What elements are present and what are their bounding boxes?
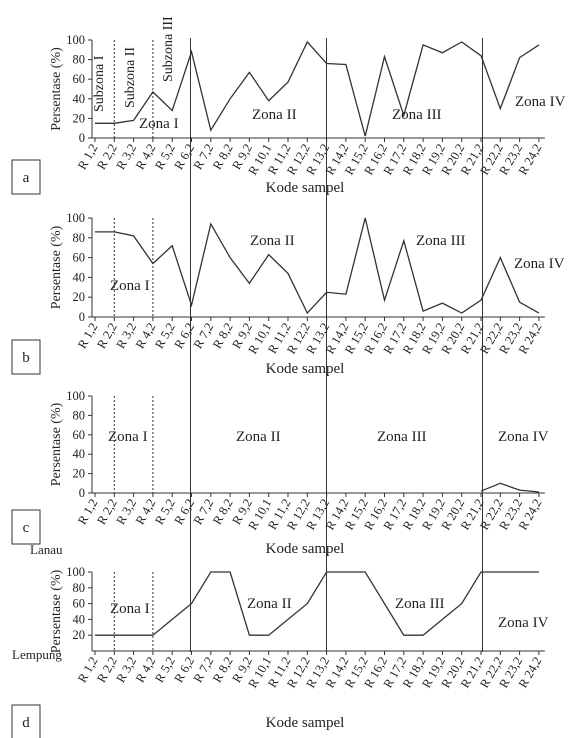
subzone-label: Subzona III	[161, 16, 176, 82]
y-tick-label: 60	[73, 72, 86, 86]
y-tick-label: 40	[73, 612, 86, 626]
series-line	[95, 571, 539, 636]
zone-label: Zona II	[236, 429, 281, 445]
y-tick-label: 40	[73, 270, 86, 284]
y-tick-label: 0	[79, 310, 85, 324]
panel-label-box	[11, 704, 41, 738]
zone-label: Zona II	[252, 107, 297, 123]
y-tick-label: 0	[79, 486, 85, 500]
zone-label: Zona IV	[498, 615, 549, 631]
y-tick-label: 100	[66, 565, 85, 579]
zone-label: Zona III	[377, 429, 427, 445]
zone-label: Zona III	[392, 107, 442, 123]
zone-label: Zona II	[250, 233, 295, 249]
panel-label-box	[11, 509, 41, 545]
y-tick-label: 20	[73, 111, 86, 125]
y-tick-label: 0	[79, 131, 85, 145]
panel-label-box	[11, 159, 41, 195]
top-end-label: Lanau	[30, 542, 63, 557]
panel-label-box	[11, 339, 41, 375]
zone-label: Zona IV	[514, 256, 565, 272]
x-axis-title: Kode sampel	[266, 361, 345, 377]
y-axis-title: Persentase (%)	[49, 225, 64, 309]
y-tick-label: 100	[66, 211, 85, 225]
subzone-label: Subzona II	[123, 47, 138, 108]
y-tick-label: 40	[73, 92, 86, 106]
panel-label: b	[22, 350, 30, 366]
x-axis-title: Kode sampel	[266, 715, 345, 731]
y-tick-label: 80	[73, 231, 86, 245]
panel-label: a	[23, 170, 30, 186]
panel-label: d	[22, 715, 30, 731]
zone-label: Zona II	[247, 596, 292, 612]
y-tick-label: 20	[73, 290, 86, 304]
zone-label: Zona III	[416, 233, 466, 249]
zone-label: Zona I	[110, 601, 150, 617]
y-axis-title: Persentase (%)	[49, 47, 64, 131]
zone-label: Zona III	[395, 596, 445, 612]
zone-label: Zona IV	[498, 429, 549, 445]
y-tick-label: 100	[66, 33, 85, 47]
zone-label: Zona I	[139, 116, 179, 132]
zone-label: Zona I	[108, 429, 148, 445]
y-tick-label: 60	[73, 597, 86, 611]
y-tick-label: 80	[73, 581, 86, 595]
panel-label: c	[23, 520, 30, 536]
zone-label: Zona IV	[515, 94, 566, 110]
x-axis-title: Kode sampel	[266, 180, 345, 196]
x-axis-title: Kode sampel	[266, 541, 345, 557]
y-tick-label: 80	[73, 53, 86, 67]
subzone-label: Subzona I	[92, 55, 107, 112]
y-tick-label: 20	[73, 467, 86, 481]
y-axis-title: Persentase (%)	[49, 402, 64, 486]
series-line	[480, 482, 539, 493]
y-tick-label: 20	[73, 628, 86, 642]
y-tick-label: 60	[73, 251, 86, 265]
y-tick-label: 100	[66, 389, 85, 403]
zone-label: Zona I	[110, 278, 150, 294]
y-axis-title: Persentase (%)	[49, 569, 64, 653]
series-line	[95, 217, 540, 315]
y-tick-label: 40	[73, 447, 86, 461]
y-tick-label: 80	[73, 408, 86, 422]
series-line	[95, 40, 540, 137]
bottom-end-label: Lempung	[12, 647, 62, 662]
y-tick-label: 60	[73, 428, 86, 442]
